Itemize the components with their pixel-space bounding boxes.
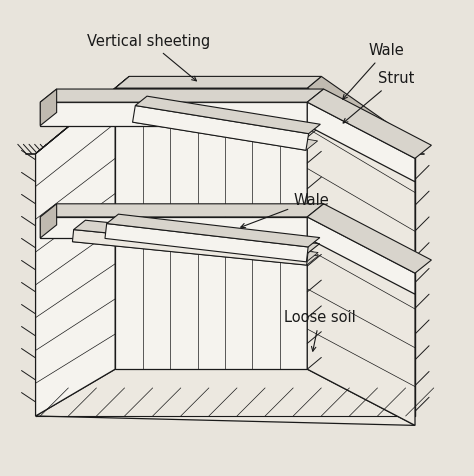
Polygon shape [307, 88, 415, 426]
Polygon shape [40, 204, 324, 217]
Polygon shape [115, 76, 321, 88]
Polygon shape [40, 217, 307, 238]
Text: Wale: Wale [343, 43, 404, 99]
Polygon shape [73, 232, 319, 265]
Polygon shape [307, 76, 415, 154]
Text: Loose soil: Loose soil [284, 310, 356, 351]
Text: Strut: Strut [343, 71, 414, 123]
Polygon shape [40, 102, 307, 126]
Polygon shape [105, 229, 318, 262]
Polygon shape [307, 102, 415, 182]
Polygon shape [73, 229, 308, 265]
Polygon shape [40, 89, 57, 126]
Polygon shape [133, 113, 318, 150]
Text: Vertical sheeting: Vertical sheeting [87, 34, 210, 81]
Polygon shape [36, 369, 415, 426]
Polygon shape [40, 204, 57, 238]
Polygon shape [36, 76, 129, 154]
Polygon shape [105, 224, 308, 262]
Polygon shape [133, 106, 309, 150]
Polygon shape [107, 214, 320, 247]
Polygon shape [307, 89, 431, 159]
Polygon shape [115, 88, 307, 369]
Polygon shape [307, 204, 431, 273]
Polygon shape [73, 220, 319, 253]
Polygon shape [135, 96, 320, 134]
Polygon shape [36, 88, 115, 416]
Polygon shape [40, 89, 324, 102]
Text: Wale: Wale [241, 193, 329, 228]
Polygon shape [307, 217, 415, 294]
